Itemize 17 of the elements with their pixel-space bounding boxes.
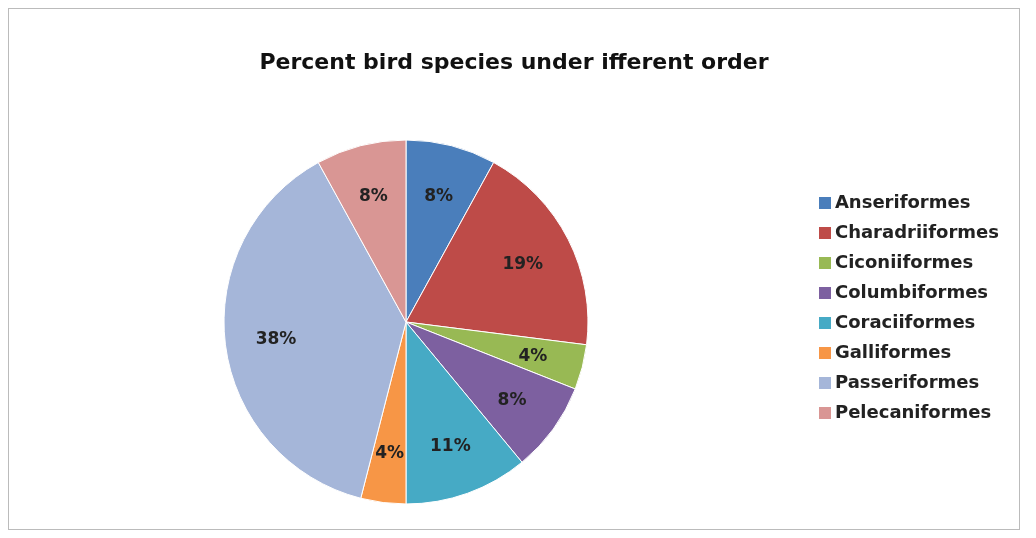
data-label: 8%: [424, 185, 454, 206]
legend-label: Charadriiformes: [834, 221, 999, 242]
legend-label: Pelecaniformes: [834, 401, 992, 422]
legend-label: Ciconiiformes: [834, 251, 974, 272]
legend-label: Galliformes: [834, 341, 952, 362]
legend-label: Columbiformes: [834, 281, 989, 302]
chart-title: Percent bird species under ifferent order: [258, 49, 770, 74]
data-label: 19%: [502, 252, 544, 273]
legend-label: Passeriformes: [834, 371, 980, 392]
legend-label: Coraciiformes: [834, 311, 976, 332]
data-label: 4%: [375, 442, 405, 463]
data-label: 38%: [255, 328, 297, 349]
data-label: 4%: [518, 344, 548, 365]
data-label: 11%: [430, 435, 471, 456]
data-label: 8%: [497, 389, 527, 410]
data-label: 8%: [358, 185, 388, 206]
legend-label: Anseriformes: [834, 191, 971, 212]
